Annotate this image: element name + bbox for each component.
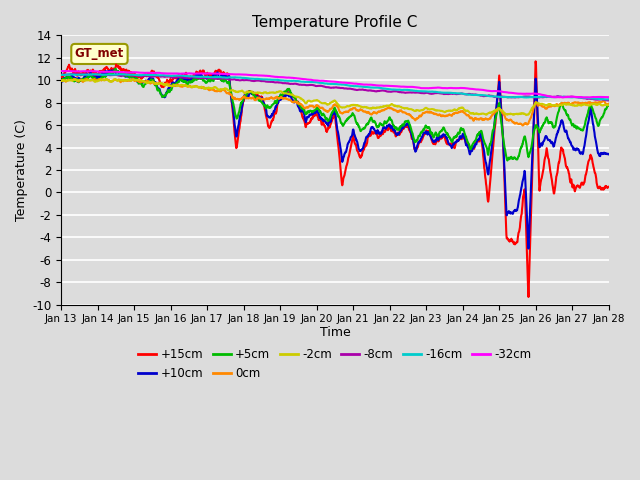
Title: Temperature Profile C: Temperature Profile C bbox=[252, 15, 418, 30]
Legend: +15cm, +10cm, +5cm, 0cm, -2cm, -8cm, -16cm, -32cm: +15cm, +10cm, +5cm, 0cm, -2cm, -8cm, -16… bbox=[134, 344, 536, 385]
Y-axis label: Temperature (C): Temperature (C) bbox=[15, 119, 28, 221]
Text: GT_met: GT_met bbox=[75, 48, 124, 60]
X-axis label: Time: Time bbox=[319, 326, 350, 339]
